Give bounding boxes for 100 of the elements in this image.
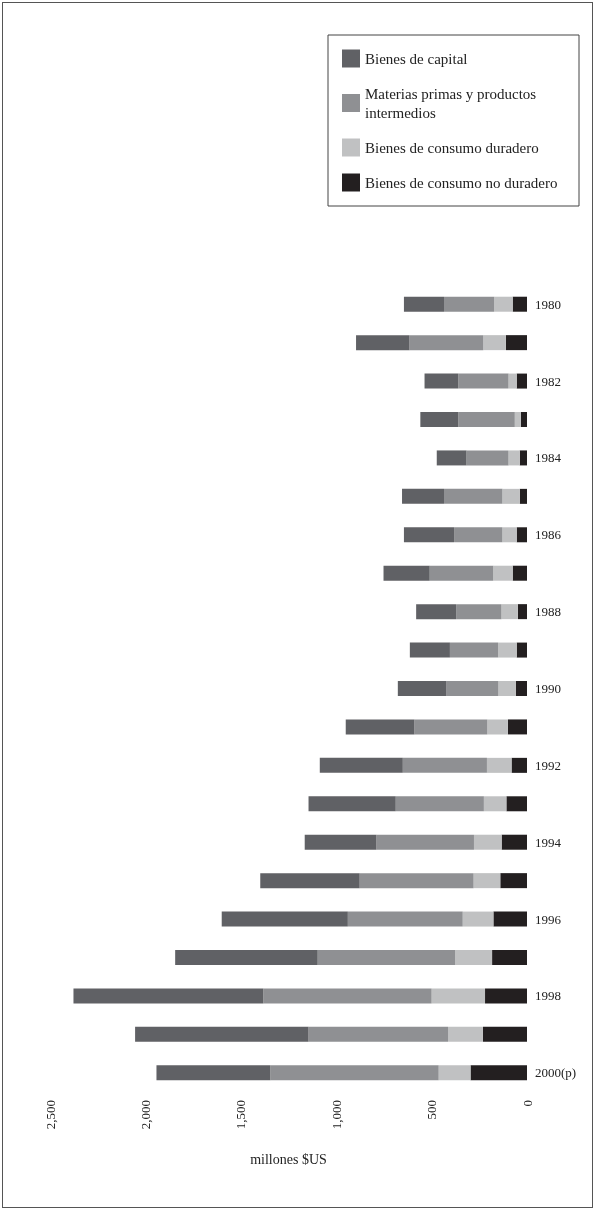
bar xyxy=(444,488,503,504)
y-tick-label: 2000(p) xyxy=(535,1065,577,1081)
bar xyxy=(512,565,527,581)
bar xyxy=(462,911,494,927)
bar xyxy=(270,1065,439,1081)
bar xyxy=(436,450,467,466)
bar xyxy=(473,834,502,850)
bar xyxy=(466,450,509,466)
bar xyxy=(458,412,515,427)
bar xyxy=(508,450,520,466)
y-tick-label: 1994 xyxy=(535,834,562,850)
bar xyxy=(493,565,513,581)
bar xyxy=(356,335,410,351)
legend-label: Bienes de consumo duradero xyxy=(365,139,539,156)
bar xyxy=(409,642,450,658)
bar xyxy=(73,988,264,1004)
bar xyxy=(498,681,516,696)
bar xyxy=(485,988,527,1004)
x-tick-label: 2,500 xyxy=(42,1100,58,1130)
x-tick-label: 2,000 xyxy=(137,1100,153,1130)
bar xyxy=(511,757,527,773)
bar xyxy=(501,834,527,850)
bar xyxy=(308,796,396,812)
y-tick-label: 1986 xyxy=(535,527,562,543)
bar xyxy=(502,488,520,504)
bar xyxy=(516,527,527,543)
bar xyxy=(494,296,513,312)
y-tick-label: 1996 xyxy=(535,911,562,927)
bar xyxy=(359,873,474,889)
bar xyxy=(517,604,527,620)
bar xyxy=(502,527,517,543)
y-tick-label: 1982 xyxy=(535,373,561,389)
bar xyxy=(506,796,527,812)
bar xyxy=(470,1065,527,1081)
bar xyxy=(429,565,494,581)
legend-label: Materias primas y productos intermedios xyxy=(365,85,540,121)
bar xyxy=(402,757,487,773)
bar xyxy=(507,719,527,735)
bar xyxy=(395,796,484,812)
bar xyxy=(482,1026,527,1042)
bar xyxy=(505,335,527,351)
bar xyxy=(304,834,377,850)
bar xyxy=(416,604,457,620)
bar xyxy=(263,988,432,1004)
bar xyxy=(487,719,508,735)
bar xyxy=(483,796,507,812)
x-tick-label: 1,500 xyxy=(233,1100,249,1130)
bar xyxy=(520,412,527,427)
bar xyxy=(514,412,521,427)
y-tick-label: 1992 xyxy=(535,757,561,773)
bar xyxy=(458,373,509,389)
bar xyxy=(397,681,447,696)
bar xyxy=(409,335,484,351)
bar xyxy=(175,950,318,965)
bar xyxy=(319,757,403,773)
bar xyxy=(473,873,501,889)
bar xyxy=(519,488,527,504)
bar xyxy=(402,488,444,504)
bar xyxy=(455,950,493,965)
y-tick-label: 1988 xyxy=(535,604,561,620)
x-tick-label: 0 xyxy=(519,1100,535,1107)
bar xyxy=(448,1026,483,1042)
y-tick-label: 1984 xyxy=(535,450,562,466)
bar xyxy=(516,642,527,658)
bar xyxy=(221,911,348,927)
y-tick-label: 1998 xyxy=(535,988,561,1004)
bar xyxy=(424,373,459,389)
bar xyxy=(486,757,512,773)
bar xyxy=(345,719,415,735)
bar xyxy=(516,373,527,389)
bar xyxy=(483,335,506,351)
bar xyxy=(493,911,527,927)
bar xyxy=(449,642,499,658)
bar xyxy=(519,450,527,466)
y-tick-label: 1990 xyxy=(535,681,561,696)
x-tick-label: 500 xyxy=(424,1100,440,1120)
bar xyxy=(438,1065,471,1081)
bar xyxy=(403,296,444,312)
y-tick-label: 1980 xyxy=(535,296,561,312)
legend-label: Bienes de capital xyxy=(365,50,468,67)
bar xyxy=(444,296,495,312)
bar xyxy=(376,834,474,850)
bar xyxy=(420,412,459,427)
bar xyxy=(454,527,503,543)
bar xyxy=(500,873,527,889)
x-tick-label: 1,000 xyxy=(328,1100,344,1130)
bar xyxy=(317,950,456,965)
bar xyxy=(135,1026,309,1042)
bar xyxy=(431,988,486,1004)
bar xyxy=(308,1026,449,1042)
bar xyxy=(414,719,488,735)
bar xyxy=(492,950,527,965)
bar xyxy=(383,565,430,581)
bar xyxy=(403,527,455,543)
bar xyxy=(260,873,360,889)
bar xyxy=(156,1065,271,1081)
x-axis-title: millones $US xyxy=(250,1151,327,1167)
bar xyxy=(498,642,517,658)
bar xyxy=(512,296,527,312)
bar xyxy=(515,681,527,696)
